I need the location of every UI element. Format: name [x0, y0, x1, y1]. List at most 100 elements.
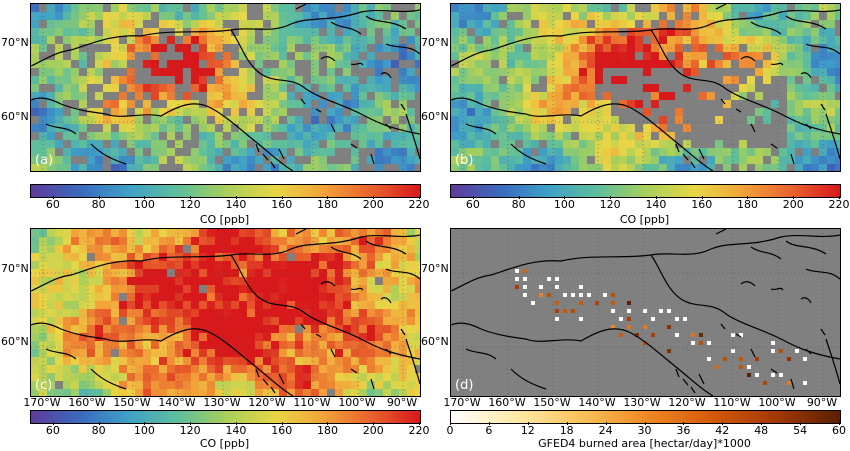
- colorbar-d: [450, 410, 841, 424]
- lon-label-d: 130°W: [623, 396, 661, 409]
- colorbar-tick-label: 6: [485, 424, 493, 437]
- colorbar-tick-mark: [518, 196, 520, 199]
- map-panel-d: (d): [450, 228, 841, 397]
- lon-label-c: 100°W: [338, 396, 376, 409]
- panel-label-b: (b): [455, 153, 474, 168]
- lon-label-d: 90°W: [806, 396, 838, 409]
- colorbar-tick-mark: [327, 196, 329, 199]
- panel-label-d: (d): [455, 378, 474, 393]
- lon-label-c: 170°W: [23, 396, 61, 409]
- colorbar-tick-label: 200: [362, 198, 384, 211]
- lat-label-70-a: 70°N: [1, 36, 29, 49]
- lon-label-d: 170°W: [443, 396, 481, 409]
- lat-label-60-b: 60°N: [421, 110, 449, 123]
- colorbar-tick-mark: [52, 196, 54, 199]
- lon-label-c: 150°W: [113, 396, 151, 409]
- colorbar-tick-label: 42: [715, 424, 730, 437]
- lon-label-d: 100°W: [758, 396, 796, 409]
- colorbar-tick-label: 0: [446, 424, 454, 437]
- colorbar-tick-label: 200: [362, 424, 384, 437]
- colorbar-tick-label: 120: [179, 424, 201, 437]
- colorbar-tick-label: 30: [637, 424, 652, 437]
- colorbar-tick-mark: [839, 422, 840, 425]
- colorbar-tick-mark: [644, 422, 646, 425]
- lon-label-d: 110°W: [713, 396, 751, 409]
- colorbar-tick-mark: [655, 196, 657, 199]
- colorbar-tick-mark: [52, 422, 54, 425]
- colorbar-tick-label: 160: [271, 424, 293, 437]
- colorbar-tick-label: 100: [553, 198, 575, 211]
- map-panel-a: (a): [30, 3, 421, 172]
- lon-label-c: 110°W: [293, 396, 331, 409]
- colorbar-title-a: CO [ppb]: [199, 213, 250, 226]
- colorbar-title-b: CO [ppb]: [619, 213, 670, 226]
- colorbar-tick-mark: [144, 196, 146, 199]
- colorbar-tick-label: 140: [225, 198, 247, 211]
- colorbar-tick-label: 60: [45, 424, 60, 437]
- colorbar-tick-mark: [281, 196, 283, 199]
- colorbar-tick-mark: [605, 422, 607, 425]
- colorbar-tick-mark: [527, 422, 529, 425]
- colorbar-tick-mark: [190, 196, 192, 199]
- colorbar-c: [30, 410, 421, 424]
- colorbar-tick-label: 54: [793, 424, 808, 437]
- colorbar-tick-mark: [419, 422, 420, 425]
- lat-label-60-c: 60°N: [1, 335, 29, 348]
- colorbar-tick-label: 180: [736, 198, 758, 211]
- map-panel-c: (c): [30, 228, 421, 397]
- colorbar-tick-mark: [472, 196, 474, 199]
- colorbar-tick-mark: [747, 196, 749, 199]
- colorbar-tick-mark: [281, 422, 283, 425]
- colorbar-tick-label: 80: [91, 424, 106, 437]
- colorbar-tick-mark: [564, 196, 566, 199]
- colorbar-tick-label: 220: [408, 424, 430, 437]
- colorbar-tick-mark: [839, 196, 840, 199]
- colorbar-tick-mark: [722, 422, 724, 425]
- colorbar-tick-label: 60: [465, 198, 480, 211]
- colorbar-tick-label: 60: [832, 424, 846, 437]
- lon-label-d: 140°W: [578, 396, 616, 409]
- colorbar-tick-mark: [701, 196, 703, 199]
- colorbar-tick-label: 24: [598, 424, 613, 437]
- lon-label-c: 140°W: [158, 396, 196, 409]
- colorbar-tick-label: 18: [559, 424, 574, 437]
- colorbar-tick-label: 140: [225, 424, 247, 437]
- colorbar-tick-mark: [190, 422, 192, 425]
- lon-label-c: 160°W: [68, 396, 106, 409]
- lon-label-c: 120°W: [248, 396, 286, 409]
- map-grid-a: [31, 4, 420, 171]
- colorbar-tick-label: 80: [511, 198, 526, 211]
- colorbar-tick-label: 100: [133, 424, 155, 437]
- lat-label-60-d: 60°N: [421, 335, 449, 348]
- colorbar-tick-label: 80: [91, 198, 106, 211]
- colorbar-tick-label: 160: [691, 198, 713, 211]
- colorbar-title-c: CO [ppb]: [199, 437, 250, 450]
- colorbar-tick-mark: [235, 196, 237, 199]
- lon-label-c: 130°W: [203, 396, 241, 409]
- lat-label-70-c: 70°N: [1, 262, 29, 275]
- colorbar-tick-mark: [419, 196, 420, 199]
- panel-label-c: (c): [35, 378, 53, 393]
- colorbar-b: [450, 184, 841, 198]
- colorbar-tick-mark: [800, 422, 802, 425]
- lat-label-70-d: 70°N: [421, 262, 449, 275]
- colorbar-tick-label: 160: [271, 198, 293, 211]
- colorbar-tick-label: 220: [408, 198, 430, 211]
- colorbar-tick-mark: [235, 422, 237, 425]
- colorbar-tick-mark: [793, 196, 795, 199]
- map-panel-b: (b): [450, 3, 841, 172]
- colorbar-tick-mark: [98, 422, 100, 425]
- colorbar-tick-mark: [98, 196, 100, 199]
- colorbar-tick-label: 200: [782, 198, 804, 211]
- lon-label-d: 150°W: [533, 396, 571, 409]
- colorbar-tick-mark: [373, 422, 375, 425]
- colorbar-tick-label: 36: [676, 424, 691, 437]
- colorbar-tick-mark: [373, 196, 375, 199]
- colorbar-tick-mark: [327, 422, 329, 425]
- lon-label-d: 160°W: [488, 396, 526, 409]
- lon-label-d: 120°W: [668, 396, 706, 409]
- lat-label-70-b: 70°N: [421, 36, 449, 49]
- colorbar-title-d: GFED4 burned area [hectar/day]*1000: [538, 437, 751, 450]
- colorbar-tick-label: 120: [179, 198, 201, 211]
- colorbar-tick-label: 180: [316, 198, 338, 211]
